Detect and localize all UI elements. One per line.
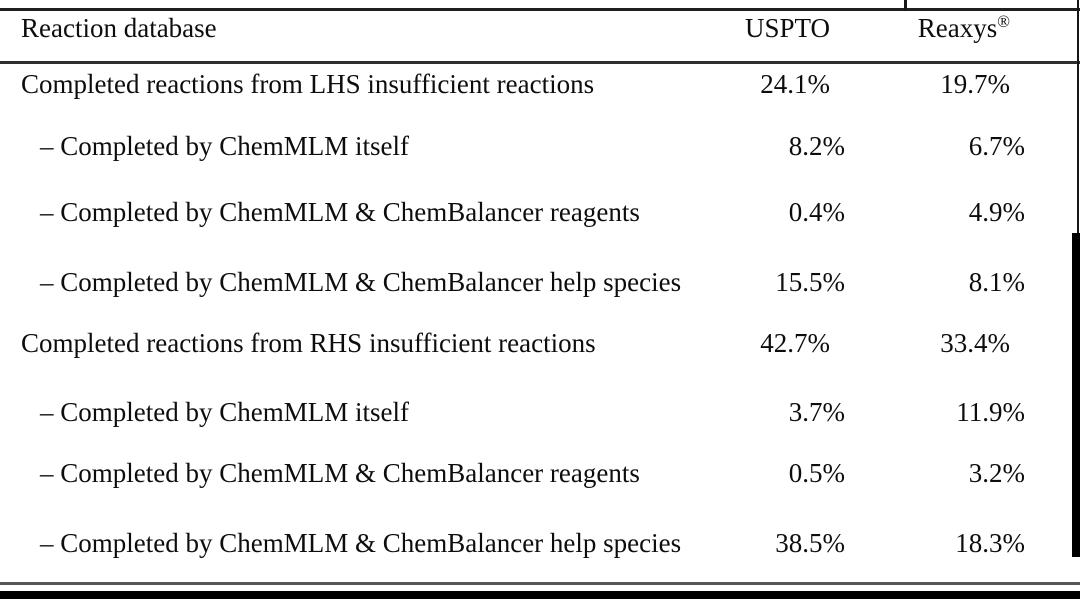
column-header-reaxys: Reaxys® [845, 10, 1080, 46]
table-row: – Completed by ChemMLM & ChemBalancer re… [0, 194, 1080, 230]
table-top-rule [0, 8, 1080, 11]
reaxys-value: 19.7% [940, 69, 1010, 99]
row-label: – Completed by ChemMLM & ChemBalancer he… [40, 528, 682, 558]
table-header-row: Reaction database USPTO Reaxys® [0, 10, 1080, 46]
edge-artifact-bottom-bar [0, 591, 1080, 599]
row-label: – Completed by ChemMLM & ChemBalancer he… [40, 267, 682, 297]
uspto-value: 0.4% [788, 197, 845, 227]
uspto-value: 42.7% [760, 328, 830, 358]
uspto-value: 3.7% [788, 397, 845, 427]
reaxys-value: 18.3% [955, 528, 1025, 558]
row-label: – Completed by ChemMLM itself [40, 131, 409, 161]
row-label: Completed reactions from LHS insufficien… [21, 69, 595, 99]
edge-artifact-right-bar [1072, 233, 1080, 557]
uspto-value: 24.1% [760, 69, 830, 99]
row-label: – Completed by ChemMLM itself [40, 397, 409, 427]
edge-artifact-right-line [1077, 0, 1079, 233]
edge-artifact-top-tick [904, 0, 907, 11]
row-label: Completed reactions from RHS insufficien… [21, 328, 596, 358]
reaxys-value: 11.9% [956, 397, 1025, 427]
uspto-value: 0.5% [788, 458, 845, 488]
table-row: Completed reactions from RHS insufficien… [0, 325, 1080, 361]
column-header-reaction-database: Reaction database [21, 13, 217, 43]
row-label: – Completed by ChemMLM & ChemBalancer re… [40, 458, 640, 488]
reaxys-name: Reaxys [917, 13, 998, 43]
table-row: – Completed by ChemMLM itself 8.2% 6.7% [0, 128, 1080, 164]
uspto-value: 8.2% [788, 131, 845, 161]
uspto-value: 38.5% [775, 528, 845, 558]
row-label: – Completed by ChemMLM & ChemBalancer re… [40, 197, 640, 227]
registered-trademark-symbol: ® [997, 12, 1010, 31]
column-header-uspto: USPTO [744, 13, 830, 43]
table-row: Completed reactions from LHS insufficien… [0, 66, 1080, 102]
table-row: – Completed by ChemMLM & ChemBalancer re… [0, 455, 1080, 491]
table-row: – Completed by ChemMLM itself 3.7% 11.9% [0, 394, 1080, 430]
reaxys-value: 3.2% [968, 458, 1025, 488]
reaxys-value: 4.9% [968, 197, 1025, 227]
table-row: – Completed by ChemMLM & ChemBalancer he… [0, 264, 1080, 300]
table-row: – Completed by ChemMLM & ChemBalancer he… [0, 525, 1080, 561]
uspto-value: 15.5% [775, 267, 845, 297]
table-header-rule [0, 61, 1080, 64]
reaxys-value: 33.4% [940, 328, 1010, 358]
table-bottom-rule [0, 582, 1080, 585]
reaxys-value: 8.1% [968, 267, 1025, 297]
reaxys-value: 6.7% [968, 131, 1025, 161]
